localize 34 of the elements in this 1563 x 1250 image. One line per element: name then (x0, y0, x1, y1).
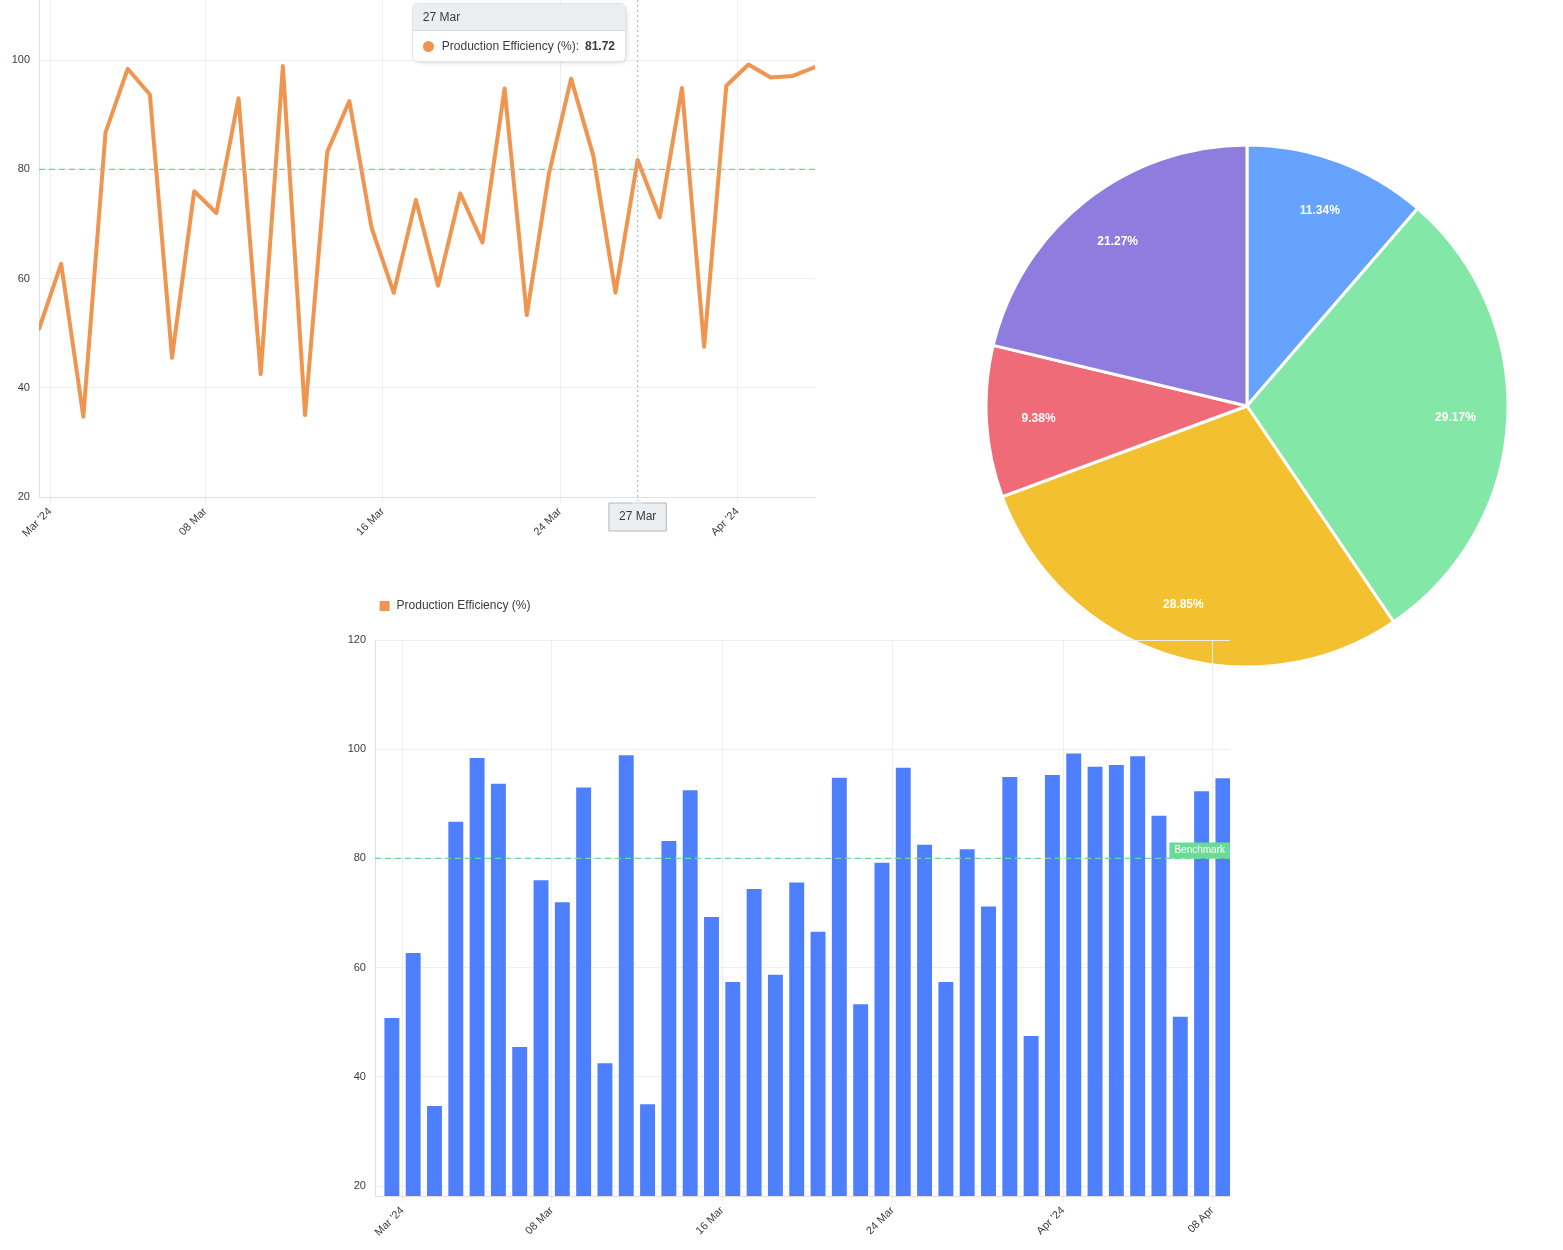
x-tick-label: Apr '24 (1033, 1203, 1067, 1237)
x-tick-label: 08 Mar (176, 504, 210, 538)
x-tick-label: 16 Mar (353, 504, 387, 538)
y-tick-label: 40 (17, 380, 30, 393)
x-tick-label: 08 Apr (1184, 1203, 1217, 1235)
x-tick-label: 24 Mar (530, 504, 564, 538)
data-label: 11.34% (1299, 202, 1341, 217)
y-tick-label: 80 (17, 162, 30, 175)
y-tick-label: 20 (17, 490, 30, 503)
y-tick-label: 60 (353, 960, 366, 973)
data-label: 9.38% (1021, 410, 1056, 425)
data-label: 21.27% (1097, 234, 1139, 249)
x-tick-label: Mar '24 (371, 1203, 407, 1238)
legend-label: Production Efficiency (%) (396, 598, 531, 613)
annotation: 81.72 (584, 39, 615, 53)
tooltip-box: 27 Mar Production Efficiency (%): 81.72 (411, 3, 626, 62)
x-tick-label: Mar '24 (19, 504, 54, 539)
y-tick-label: 100 (347, 742, 366, 755)
y-tick-label: 80 (353, 851, 366, 864)
y-tick-label: 60 (17, 271, 30, 284)
data-label: 28.85% (1163, 597, 1205, 612)
ref-line-label: Benchmark (1174, 844, 1226, 856)
y-tick-label: 40 (353, 1069, 366, 1082)
x-tick-label: 08 Mar (522, 1203, 556, 1237)
annotation: Production Efficiency (%): (441, 39, 579, 53)
x-tick-label: 24 Mar (863, 1203, 897, 1237)
annotation: 27 Mar (412, 4, 625, 31)
x-tick-label: 16 Mar (693, 1203, 726, 1237)
data-label: 29.17% (1435, 410, 1477, 425)
ref-line-label: 27 Mar (618, 509, 657, 524)
y-tick-label: 100 (11, 53, 30, 66)
x-tick-label: Apr '24 (708, 504, 741, 538)
y-tick-label: 20 (353, 1179, 366, 1192)
y-tick-label: 120 (347, 633, 366, 646)
